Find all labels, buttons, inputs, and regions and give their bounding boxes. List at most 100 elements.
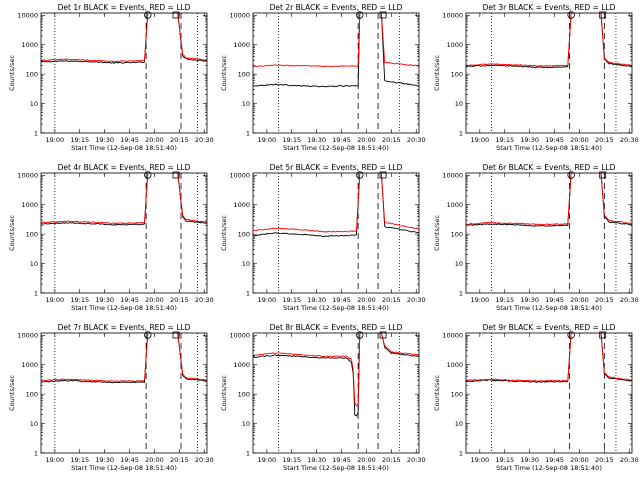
- x-tick-label: 20:15: [595, 456, 614, 464]
- plot-frame: [40, 332, 208, 454]
- x-tick-label: 19:30: [520, 456, 539, 464]
- y-tick-label: 10: [242, 260, 250, 268]
- y-axis-label: Counts/sec: [433, 215, 441, 251]
- y-tick-label: 1: [34, 289, 38, 297]
- square-marker: [172, 11, 180, 19]
- plot-frame: [40, 12, 208, 134]
- panel-1: Det 1r BLACK = Events, RED = LLD 1 10 100 10…: [8, 3, 214, 152]
- x-tick-label: 19:00: [45, 456, 64, 464]
- x-tick-label: 19:15: [282, 456, 301, 464]
- lld-series-line: [41, 13, 207, 63]
- x-tick-label: 20:30: [195, 136, 214, 144]
- x-tick-label: 19:45: [332, 456, 351, 464]
- x-tick-label: 19:45: [120, 136, 139, 144]
- x-tick-label: 19:00: [45, 296, 64, 304]
- x-tick-label: 20:30: [620, 456, 639, 464]
- x-tick-label: 20:15: [170, 296, 189, 304]
- x-tick-label: 20:00: [357, 296, 376, 304]
- y-axis-label: Counts/sec: [8, 55, 16, 91]
- y-axis-label: Counts/sec: [433, 375, 441, 411]
- panel-title: Det 5r BLACK = Events, RED = LLD: [270, 163, 403, 172]
- y-tick-label: 100: [238, 70, 250, 78]
- panel-title: Det 3r BLACK = Events, RED = LLD: [483, 3, 616, 12]
- circle-marker: [356, 331, 364, 339]
- plot-frame: [252, 332, 420, 454]
- circle-marker: [356, 171, 364, 179]
- x-tick-label: 20:00: [570, 136, 589, 144]
- y-tick-label: 1000: [21, 41, 38, 49]
- x-tick-label: 19:15: [282, 136, 301, 144]
- x-tick-label: 19:15: [495, 136, 514, 144]
- y-tick-label: 10: [30, 100, 38, 108]
- y-tick-label: 1000: [21, 361, 38, 369]
- square-marker: [379, 11, 387, 19]
- circle-marker: [144, 331, 152, 339]
- y-tick-label: 10: [242, 100, 250, 108]
- y-tick-label: 1000: [446, 361, 463, 369]
- x-axis-label: Start Time (12-Sep-08 18:51:40): [71, 144, 177, 152]
- y-axis-label: Counts/sec: [8, 215, 16, 251]
- square-marker: [172, 171, 180, 179]
- events-series-line: [466, 13, 632, 69]
- x-axis-label: Start Time (12-Sep-08 18:51:40): [496, 464, 602, 472]
- x-tick-label: 20:15: [382, 136, 401, 144]
- x-tick-label: 19:45: [120, 456, 139, 464]
- panel-title: Det 7r BLACK = Events, RED = LLD: [58, 323, 191, 332]
- x-tick-label: 19:00: [45, 136, 64, 144]
- square-marker: [172, 331, 180, 339]
- x-tick-label: 20:00: [145, 136, 164, 144]
- y-tick-label: 1000: [446, 201, 463, 209]
- circle-marker: [144, 11, 152, 19]
- panel-title: Det 8r BLACK = Events, RED = LLD: [270, 323, 403, 332]
- square-marker: [599, 331, 607, 339]
- events-series-line: [466, 333, 632, 383]
- y-tick-label: 1: [246, 449, 250, 457]
- circle-marker: [567, 171, 575, 179]
- panel-title: Det 4r BLACK = Events, RED = LLD: [58, 163, 191, 172]
- x-tick-label: 19:15: [70, 296, 89, 304]
- y-tick-label: 100: [451, 70, 463, 78]
- y-axis-label: Counts/sec: [220, 55, 228, 91]
- x-axis-label: Start Time (12-Sep-08 18:51:40): [496, 144, 602, 152]
- x-tick-label: 20:30: [407, 456, 426, 464]
- y-tick-label: 100: [238, 230, 250, 238]
- x-tick-label: 19:30: [307, 456, 326, 464]
- y-tick-label: 10000: [229, 12, 250, 20]
- panel-4: Det 4r BLACK = Events, RED = LLD 1 10 100 10…: [8, 163, 214, 312]
- x-axis-label: Start Time (12-Sep-08 18:51:40): [283, 304, 389, 312]
- x-tick-label: 20:30: [407, 296, 426, 304]
- y-tick-label: 1: [459, 449, 463, 457]
- x-tick-label: 19:45: [545, 296, 564, 304]
- y-tick-label: 1: [246, 129, 250, 137]
- y-tick-label: 1000: [233, 41, 250, 49]
- x-tick-label: 19:15: [282, 296, 301, 304]
- y-tick-label: 10000: [442, 332, 463, 340]
- y-tick-label: 10: [30, 420, 38, 428]
- x-tick-label: 20:00: [357, 136, 376, 144]
- events-series-line: [253, 333, 419, 417]
- y-tick-label: 10: [242, 420, 250, 428]
- y-tick-label: 1000: [233, 361, 250, 369]
- x-tick-label: 20:30: [620, 296, 639, 304]
- panel-title: Det 6r BLACK = Events, RED = LLD: [483, 163, 616, 172]
- x-tick-label: 19:30: [307, 136, 326, 144]
- y-tick-label: 1000: [446, 41, 463, 49]
- y-axis-label: Counts/sec: [220, 215, 228, 251]
- y-tick-label: 10000: [229, 332, 250, 340]
- lld-series-line: [253, 173, 419, 233]
- x-tick-label: 19:00: [470, 136, 489, 144]
- circle-marker: [567, 11, 575, 19]
- circle-marker: [144, 171, 152, 179]
- x-tick-label: 20:15: [170, 456, 189, 464]
- events-series-line: [41, 333, 207, 384]
- y-tick-label: 1000: [21, 201, 38, 209]
- x-tick-label: 19:30: [520, 136, 539, 144]
- y-tick-label: 10000: [229, 172, 250, 180]
- x-tick-label: 19:30: [95, 136, 114, 144]
- x-tick-label: 19:15: [495, 456, 514, 464]
- panel-title: Det 2r BLACK = Events, RED = LLD: [270, 3, 403, 12]
- x-axis-label: Start Time (12-Sep-08 18:51:40): [71, 304, 177, 312]
- x-tick-label: 20:15: [595, 296, 614, 304]
- square-marker: [379, 331, 387, 339]
- plot-frame: [465, 332, 633, 454]
